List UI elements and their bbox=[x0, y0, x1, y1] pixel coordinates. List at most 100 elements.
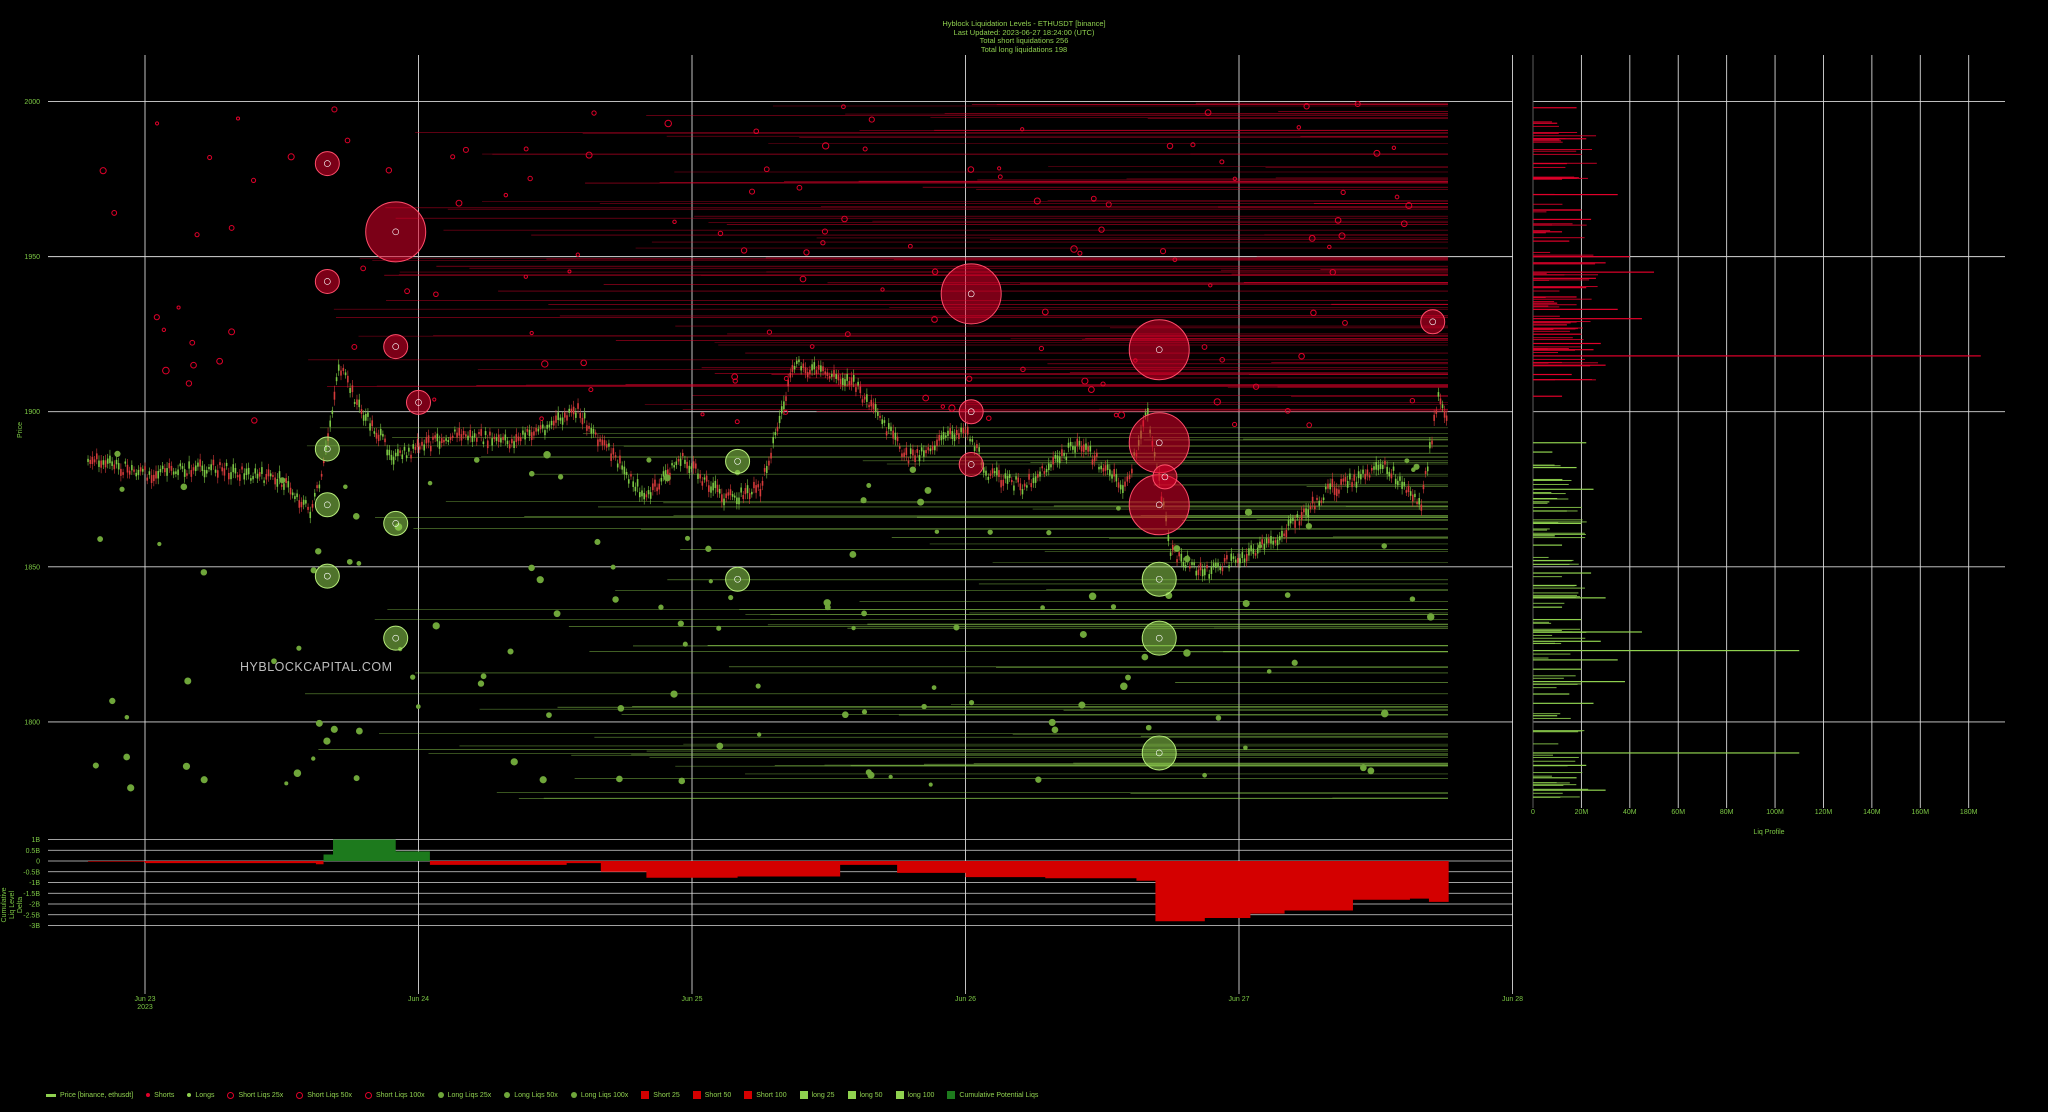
bubble-center bbox=[967, 408, 975, 416]
candle bbox=[923, 450, 925, 457]
long-liq-dot bbox=[1243, 745, 1248, 750]
candle bbox=[416, 439, 419, 448]
long-liq-dot bbox=[1242, 600, 1250, 608]
candle bbox=[1184, 565, 1187, 568]
candle bbox=[949, 428, 951, 435]
candle bbox=[630, 474, 632, 477]
candle bbox=[857, 381, 859, 386]
candle bbox=[414, 446, 417, 450]
candle bbox=[340, 370, 342, 376]
candle bbox=[652, 483, 654, 491]
candle bbox=[1392, 466, 1395, 471]
long-liq-dot bbox=[1360, 764, 1367, 772]
candle bbox=[1375, 462, 1377, 470]
candle bbox=[100, 460, 102, 468]
short-liq-dot bbox=[588, 387, 594, 393]
candle bbox=[1032, 477, 1035, 484]
short-liq-dot bbox=[1219, 159, 1225, 165]
candle bbox=[1169, 552, 1172, 556]
long-liq-dot bbox=[1046, 530, 1052, 536]
candle bbox=[1115, 474, 1118, 482]
candle bbox=[909, 448, 912, 454]
long-liq-dot bbox=[182, 762, 191, 770]
profile-long-bar bbox=[1533, 596, 1576, 598]
candle bbox=[643, 492, 646, 500]
candle bbox=[733, 495, 736, 498]
profile-short-bar bbox=[1533, 176, 1575, 178]
candle bbox=[1093, 455, 1096, 462]
candle bbox=[1058, 456, 1061, 464]
legend-swatch bbox=[847, 1091, 856, 1099]
candle bbox=[1416, 501, 1418, 504]
candle bbox=[1232, 556, 1235, 559]
candle bbox=[135, 472, 138, 477]
delta-area-negative bbox=[88, 861, 1449, 922]
price-candles bbox=[87, 356, 1448, 584]
candle bbox=[157, 470, 160, 479]
candle bbox=[1045, 468, 1048, 473]
long-liq-dot bbox=[536, 576, 544, 584]
delta-axis-label: Delta bbox=[17, 897, 24, 913]
candle bbox=[964, 429, 967, 433]
profile-short-bar bbox=[1533, 240, 1570, 242]
candle bbox=[1002, 479, 1005, 486]
candle bbox=[870, 399, 873, 407]
long-liq-dot bbox=[356, 560, 362, 566]
candle bbox=[1226, 555, 1228, 560]
candle bbox=[841, 378, 844, 386]
candle bbox=[969, 438, 971, 442]
legend-item: Shorts bbox=[146, 1091, 174, 1099]
long-liq-dot bbox=[507, 648, 514, 655]
profile-long-bar bbox=[1533, 675, 1576, 677]
profile-short-bar bbox=[1533, 378, 1592, 380]
profile-long-bar bbox=[1533, 775, 1552, 777]
candle bbox=[925, 450, 927, 454]
candle bbox=[1056, 455, 1059, 463]
long-liq-dot bbox=[271, 658, 277, 665]
profile-long-bar bbox=[1533, 640, 1601, 642]
candle bbox=[1219, 567, 1222, 571]
candle bbox=[1320, 500, 1323, 503]
long-liq-dot bbox=[315, 719, 323, 727]
profile-short-bar bbox=[1533, 193, 1618, 196]
candle bbox=[1351, 482, 1353, 488]
candle bbox=[568, 408, 571, 413]
candle bbox=[519, 437, 522, 442]
long-liq-dot bbox=[861, 610, 867, 617]
y-tick-label: 1900 bbox=[24, 409, 40, 416]
short-liq-dot bbox=[404, 288, 411, 295]
candle bbox=[1122, 485, 1124, 493]
profile-long-bar bbox=[1533, 634, 1553, 636]
candle bbox=[541, 424, 544, 429]
candle bbox=[168, 463, 171, 469]
short-liq-dot bbox=[1033, 197, 1041, 205]
candle bbox=[914, 455, 916, 462]
profile-long-bar bbox=[1533, 501, 1550, 503]
candle bbox=[1298, 521, 1301, 526]
short-liq-dot bbox=[799, 275, 807, 283]
short-liq-dot bbox=[1166, 142, 1174, 150]
candle bbox=[1199, 562, 1202, 571]
long-liq-dot bbox=[539, 776, 547, 784]
candle bbox=[1197, 569, 1200, 576]
candle bbox=[425, 437, 428, 444]
legend-swatch bbox=[187, 1093, 192, 1097]
legend-item: Longs bbox=[187, 1091, 214, 1099]
candle bbox=[1100, 465, 1102, 470]
candle bbox=[577, 403, 579, 409]
long-liq-dot bbox=[1078, 701, 1086, 709]
candle bbox=[612, 448, 615, 455]
profile-long-bar bbox=[1533, 488, 1594, 490]
long-liq-dot bbox=[1305, 522, 1313, 530]
short-liq-dot bbox=[1400, 220, 1408, 228]
candle bbox=[1381, 465, 1384, 470]
candle bbox=[1019, 483, 1022, 491]
candle bbox=[313, 492, 316, 497]
short-liq-bubble bbox=[940, 263, 1002, 325]
profile-long-bar bbox=[1533, 535, 1555, 537]
candle bbox=[861, 399, 864, 403]
candle bbox=[1217, 562, 1219, 568]
short-liq-dot bbox=[591, 110, 597, 116]
legend-swatch bbox=[799, 1091, 808, 1099]
profile-long-bar bbox=[1533, 510, 1578, 512]
